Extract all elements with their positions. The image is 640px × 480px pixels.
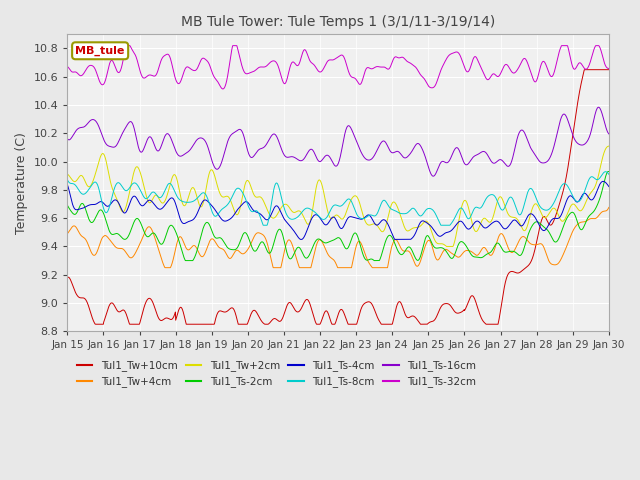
Tul1_Tw+10cm [92, 321, 99, 327]
Tul1_Tw+2cm [443, 243, 451, 249]
Tul1_Ts-4cm [589, 196, 597, 202]
Tul1_Ts-32cm [490, 71, 498, 77]
Tul1_Ts-8cm [313, 211, 321, 216]
Tul1_Ts-4cm [327, 216, 335, 222]
Tul1_Ts-2cm [589, 209, 597, 215]
Tul1_Ts-16cm [589, 119, 597, 125]
Tul1_Ts-2cm [63, 202, 71, 208]
Tul1_Ts-8cm [91, 179, 99, 185]
Tul1_Tw+2cm [91, 172, 99, 178]
Tul1_Tw+4cm [589, 216, 597, 222]
Tul1_Ts-32cm [123, 43, 131, 48]
Tul1_Ts-16cm [589, 120, 597, 126]
Tul1_Ts-8cm [490, 192, 498, 198]
Tul1_Ts-2cm [182, 258, 189, 264]
Tul1_Ts-32cm [605, 66, 612, 72]
Tul1_Ts-4cm [91, 202, 99, 207]
Tul1_Ts-4cm [313, 212, 321, 218]
Tul1_Tw+2cm [312, 184, 320, 190]
Tul1_Tw+4cm [490, 248, 498, 254]
Tul1_Ts-4cm [490, 219, 498, 225]
Tul1_Ts-16cm [312, 154, 320, 160]
Tul1_Ts-2cm [91, 216, 99, 222]
Tul1_Tw+4cm [63, 231, 71, 237]
Tul1_Ts-8cm [259, 222, 267, 228]
Tul1_Tw+2cm [327, 216, 335, 221]
Tul1_Tw+4cm [91, 252, 99, 258]
Tul1_Ts-2cm [589, 209, 597, 215]
Tul1_Ts-8cm [327, 206, 335, 212]
Tul1_Ts-16cm [605, 131, 612, 137]
Tul1_Tw+2cm [490, 211, 498, 217]
Line: Tul1_Tw+10cm: Tul1_Tw+10cm [67, 70, 609, 324]
Line: Tul1_Ts-16cm: Tul1_Ts-16cm [67, 107, 609, 176]
Tul1_Ts-32cm [219, 86, 227, 92]
Tul1_Ts-16cm [91, 118, 99, 123]
Tul1_Ts-32cm [313, 66, 321, 72]
Title: MB Tule Tower: Tule Temps 1 (3/1/11-3/19/14): MB Tule Tower: Tule Temps 1 (3/1/11-3/19… [181, 15, 495, 29]
Tul1_Ts-4cm [63, 182, 71, 188]
Tul1_Tw+10cm [589, 67, 597, 72]
Tul1_Ts-2cm [605, 169, 612, 175]
Tul1_Tw+4cm [605, 204, 612, 210]
Line: Tul1_Ts-32cm: Tul1_Ts-32cm [67, 46, 609, 89]
Tul1_Tw+4cm [327, 255, 335, 261]
Tul1_Tw+10cm [605, 67, 612, 72]
Tul1_Ts-4cm [605, 184, 612, 190]
Y-axis label: Temperature (C): Temperature (C) [15, 132, 28, 234]
Line: Tul1_Tw+4cm: Tul1_Tw+4cm [67, 207, 609, 268]
Tul1_Tw+10cm [63, 275, 71, 281]
Tul1_Ts-2cm [604, 168, 612, 174]
Text: MB_tule: MB_tule [76, 46, 125, 56]
Line: Tul1_Ts-4cm: Tul1_Ts-4cm [67, 181, 609, 240]
Tul1_Tw+4cm [313, 242, 321, 248]
Tul1_Ts-8cm [63, 177, 71, 182]
Tul1_Ts-2cm [313, 237, 321, 243]
Tul1_Ts-32cm [91, 66, 99, 72]
Tul1_Ts-16cm [429, 173, 437, 179]
Tul1_Tw+2cm [589, 187, 597, 192]
Tul1_Ts-32cm [589, 48, 597, 54]
Tul1_Ts-2cm [327, 238, 335, 244]
Tul1_Tw+2cm [589, 187, 597, 193]
Tul1_Tw+10cm [313, 321, 321, 327]
Line: Tul1_Tw+2cm: Tul1_Tw+2cm [67, 146, 609, 246]
Tul1_Ts-32cm [63, 64, 71, 70]
Tul1_Ts-4cm [589, 196, 597, 202]
Tul1_Tw+4cm [161, 265, 169, 271]
Tul1_Ts-8cm [589, 174, 597, 180]
Tul1_Ts-8cm [602, 169, 609, 175]
Tul1_Tw+10cm [327, 319, 335, 324]
Tul1_Tw+10cm [490, 321, 498, 327]
Tul1_Ts-32cm [590, 48, 598, 53]
Legend: Tul1_Tw+10cm, Tul1_Tw+4cm, Tul1_Tw+2cm, Tul1_Ts-2cm, Tul1_Ts-4cm, Tul1_Ts-8cm, T: Tul1_Tw+10cm, Tul1_Tw+4cm, Tul1_Tw+2cm, … [72, 356, 480, 391]
Tul1_Tw+4cm [589, 216, 597, 222]
Tul1_Ts-2cm [490, 244, 498, 250]
Tul1_Tw+10cm [580, 67, 588, 72]
Tul1_Ts-32cm [327, 57, 335, 63]
Tul1_Ts-16cm [595, 104, 602, 110]
Line: Tul1_Ts-2cm: Tul1_Ts-2cm [67, 171, 609, 261]
Tul1_Ts-16cm [490, 160, 498, 166]
Tul1_Ts-8cm [589, 174, 597, 180]
Line: Tul1_Ts-8cm: Tul1_Ts-8cm [67, 172, 609, 225]
Tul1_Ts-4cm [599, 179, 607, 184]
Tul1_Tw+10cm [91, 321, 99, 327]
Tul1_Tw+10cm [590, 67, 598, 72]
Tul1_Tw+2cm [605, 143, 612, 149]
Tul1_Tw+2cm [63, 171, 71, 177]
Tul1_Ts-8cm [605, 171, 612, 177]
Tul1_Ts-16cm [327, 156, 335, 161]
Tul1_Ts-4cm [297, 237, 305, 242]
Tul1_Ts-16cm [63, 136, 71, 142]
